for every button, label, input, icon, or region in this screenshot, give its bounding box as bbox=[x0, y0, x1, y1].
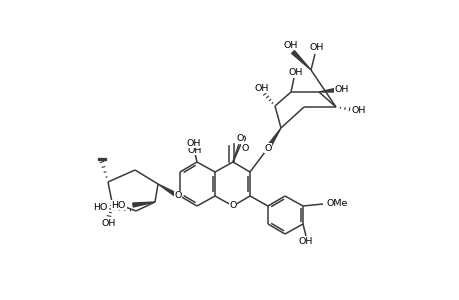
Polygon shape bbox=[266, 128, 280, 149]
Text: HO: HO bbox=[94, 203, 108, 212]
Text: O: O bbox=[238, 134, 245, 143]
Polygon shape bbox=[291, 51, 310, 70]
Text: OH: OH bbox=[309, 43, 324, 52]
Polygon shape bbox=[318, 88, 336, 92]
Text: OH: OH bbox=[298, 238, 313, 247]
Text: O: O bbox=[229, 202, 236, 211]
Text: OH: OH bbox=[283, 40, 297, 50]
Text: O: O bbox=[241, 143, 248, 152]
Text: OMe: OMe bbox=[325, 200, 347, 208]
Text: OH: OH bbox=[187, 146, 202, 154]
Text: OH: OH bbox=[186, 139, 201, 148]
Text: OH: OH bbox=[254, 83, 269, 92]
Text: OH: OH bbox=[334, 85, 348, 94]
Polygon shape bbox=[133, 202, 155, 207]
Text: O: O bbox=[236, 134, 243, 142]
Text: OH: OH bbox=[288, 68, 302, 76]
Text: OH: OH bbox=[351, 106, 365, 115]
Text: OH: OH bbox=[101, 218, 116, 227]
Text: O: O bbox=[174, 191, 181, 200]
Text: HO: HO bbox=[112, 200, 126, 209]
Text: O: O bbox=[264, 143, 271, 152]
Polygon shape bbox=[157, 184, 179, 198]
Text: O: O bbox=[229, 202, 236, 211]
